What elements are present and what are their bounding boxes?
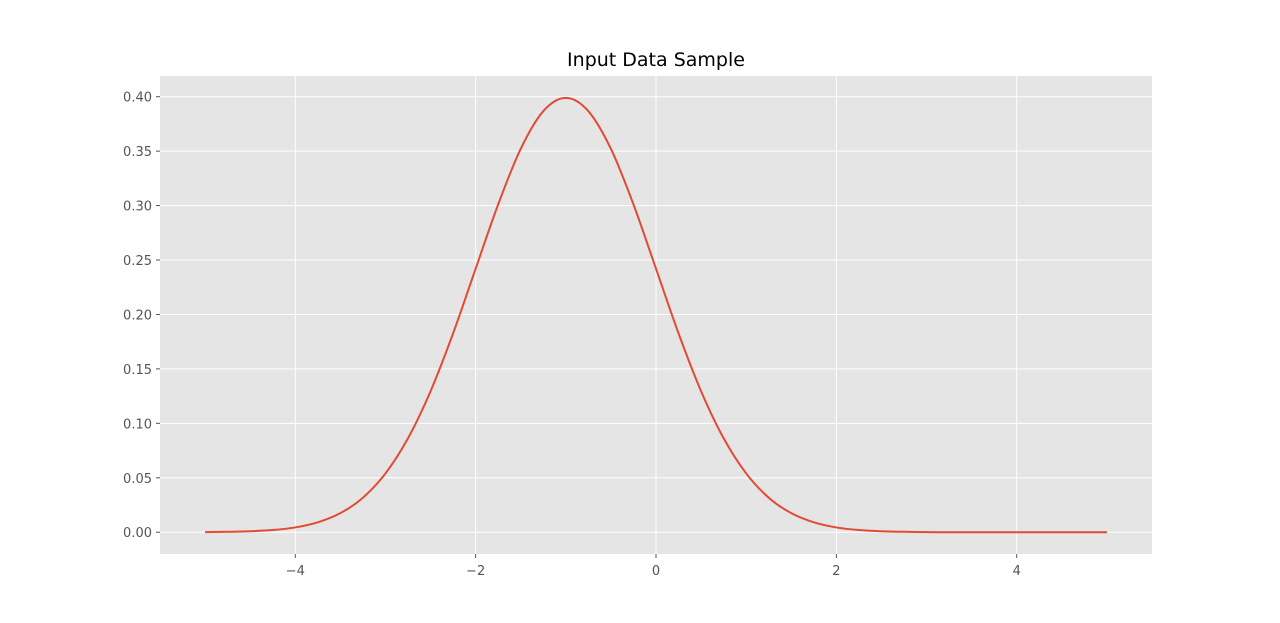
y-tick-label: 0.30 (123, 200, 152, 215)
y-tick-label: 0.00 (123, 526, 152, 541)
x-tick-label: 2 (832, 564, 840, 579)
grid (160, 76, 1152, 554)
y-tick-label: 0.35 (123, 145, 152, 160)
y-tick-label: 0.15 (123, 363, 152, 378)
y-tick-label: 0.20 (123, 308, 152, 323)
x-tick-label: 4 (1013, 564, 1021, 579)
x-tick-label: −2 (466, 564, 485, 579)
x-tick-label: −4 (286, 564, 305, 579)
y-tick-label: 0.40 (123, 91, 152, 106)
y-tick-label: 0.10 (123, 417, 152, 432)
y-tick-label: 0.25 (123, 254, 152, 269)
series-line (205, 96, 1107, 534)
axis-ticks: −4 −2 0 2 4 0.00 0.05 0.10 0.15 0.20 0.25 0.30 0.35 0… (123, 91, 1021, 579)
x-tick-label: 0 (652, 564, 660, 579)
y-tick-label: 0.05 (123, 472, 152, 487)
chart-title: Input Data Sample (567, 49, 745, 71)
